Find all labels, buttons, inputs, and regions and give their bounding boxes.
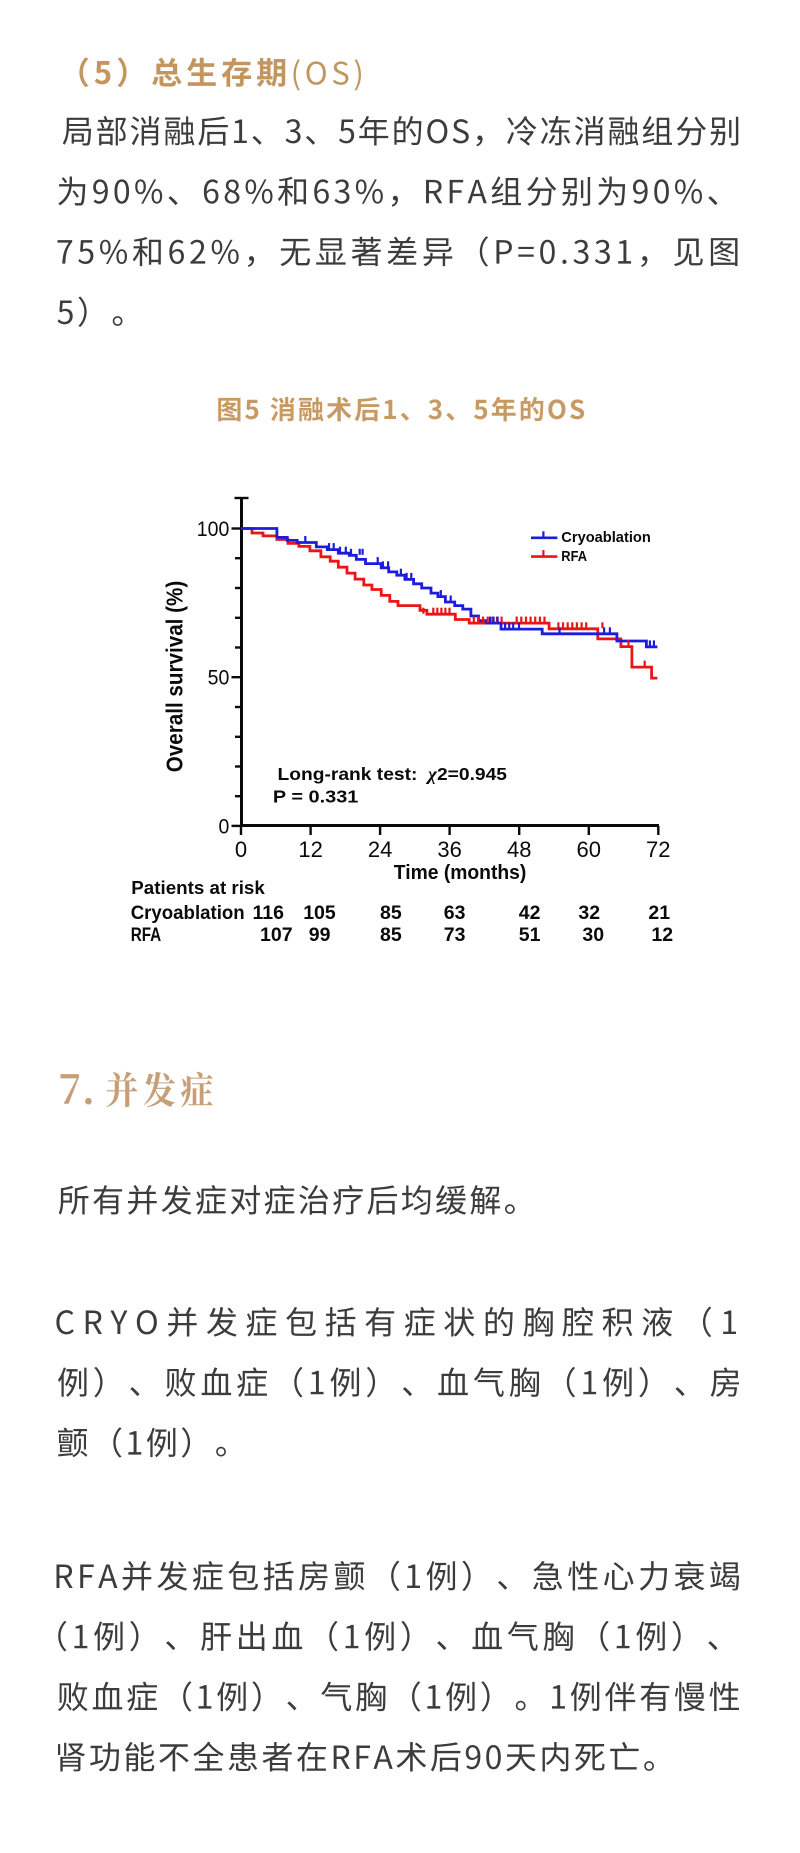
svg-text:Cryoablation: Cryoablation — [131, 902, 245, 924]
svg-text:85: 85 — [380, 924, 402, 946]
svg-text:12: 12 — [651, 924, 673, 946]
svg-text:36: 36 — [437, 837, 461, 862]
svg-text:RFA: RFA — [561, 548, 587, 565]
svg-text:63: 63 — [444, 902, 466, 924]
svg-text:0: 0 — [235, 837, 247, 862]
svg-text:50: 50 — [208, 666, 230, 690]
svg-text:12: 12 — [298, 837, 322, 862]
svg-text:116: 116 — [253, 902, 285, 924]
svg-text:24: 24 — [368, 837, 392, 862]
svg-text:107: 107 — [260, 924, 293, 946]
svg-text:30: 30 — [582, 924, 604, 946]
svg-text:RFA: RFA — [131, 924, 162, 946]
svg-text:Time (months): Time (months) — [394, 862, 527, 884]
svg-text:21: 21 — [648, 902, 670, 924]
svg-text:72: 72 — [646, 837, 670, 862]
svg-text:85: 85 — [380, 902, 402, 924]
svg-text:105: 105 — [303, 902, 336, 924]
svg-text:60: 60 — [577, 837, 601, 862]
svg-text:Cryoablation: Cryoablation — [561, 529, 651, 546]
svg-text:42: 42 — [519, 902, 541, 924]
svg-text:P = 0.331: P = 0.331 — [273, 787, 359, 807]
svg-text:Overall survival (%): Overall survival (%) — [161, 581, 187, 773]
svg-text:0: 0 — [219, 814, 230, 838]
svg-text:99: 99 — [309, 924, 331, 946]
svg-text:32: 32 — [578, 902, 600, 924]
svg-text:73: 73 — [444, 924, 466, 946]
svg-text:Patients at risk: Patients at risk — [131, 878, 266, 898]
svg-text:100: 100 — [197, 517, 230, 541]
svg-text:Long-rank test: χ2=0.945: Long-rank test: χ2=0.945 — [278, 764, 508, 784]
svg-text:51: 51 — [519, 924, 541, 946]
svg-text:48: 48 — [507, 837, 531, 862]
